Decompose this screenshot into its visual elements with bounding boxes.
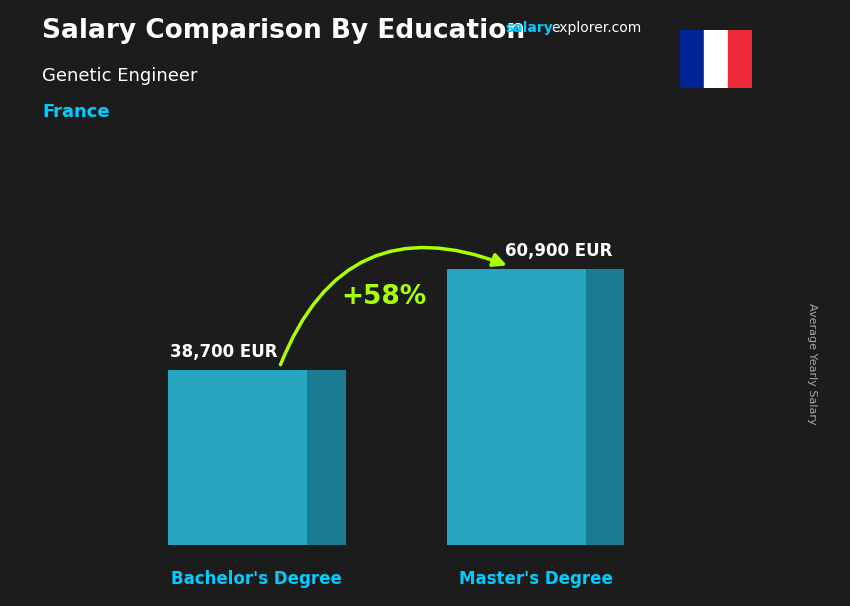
Polygon shape: [308, 370, 346, 545]
Bar: [728, 30, 752, 88]
Text: Master's Degree: Master's Degree: [459, 570, 613, 588]
Text: France: France: [42, 103, 110, 121]
Text: Genetic Engineer: Genetic Engineer: [42, 67, 198, 85]
Text: Salary Comparison By Education: Salary Comparison By Education: [42, 18, 525, 44]
Text: +58%: +58%: [342, 284, 427, 310]
Bar: [680, 30, 704, 88]
Text: 60,900 EUR: 60,900 EUR: [505, 242, 612, 261]
Text: Average Yearly Salary: Average Yearly Salary: [807, 303, 817, 424]
Text: salary: salary: [506, 21, 553, 35]
Text: Bachelor's Degree: Bachelor's Degree: [172, 570, 343, 588]
Polygon shape: [168, 370, 308, 545]
Bar: [704, 30, 728, 88]
Text: 38,700 EUR: 38,700 EUR: [170, 344, 277, 361]
Text: explorer.com: explorer.com: [551, 21, 641, 35]
Polygon shape: [447, 268, 586, 545]
Polygon shape: [586, 268, 625, 545]
